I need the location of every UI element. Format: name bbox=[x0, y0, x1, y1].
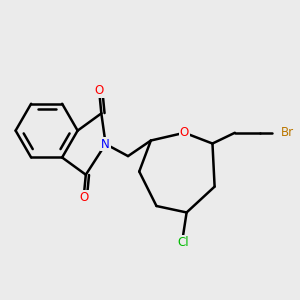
Text: Br: Br bbox=[280, 126, 294, 139]
Text: O: O bbox=[79, 190, 88, 204]
Text: O: O bbox=[94, 85, 104, 98]
Text: O: O bbox=[180, 126, 189, 139]
Text: N: N bbox=[101, 137, 110, 151]
Text: Cl: Cl bbox=[177, 236, 189, 249]
